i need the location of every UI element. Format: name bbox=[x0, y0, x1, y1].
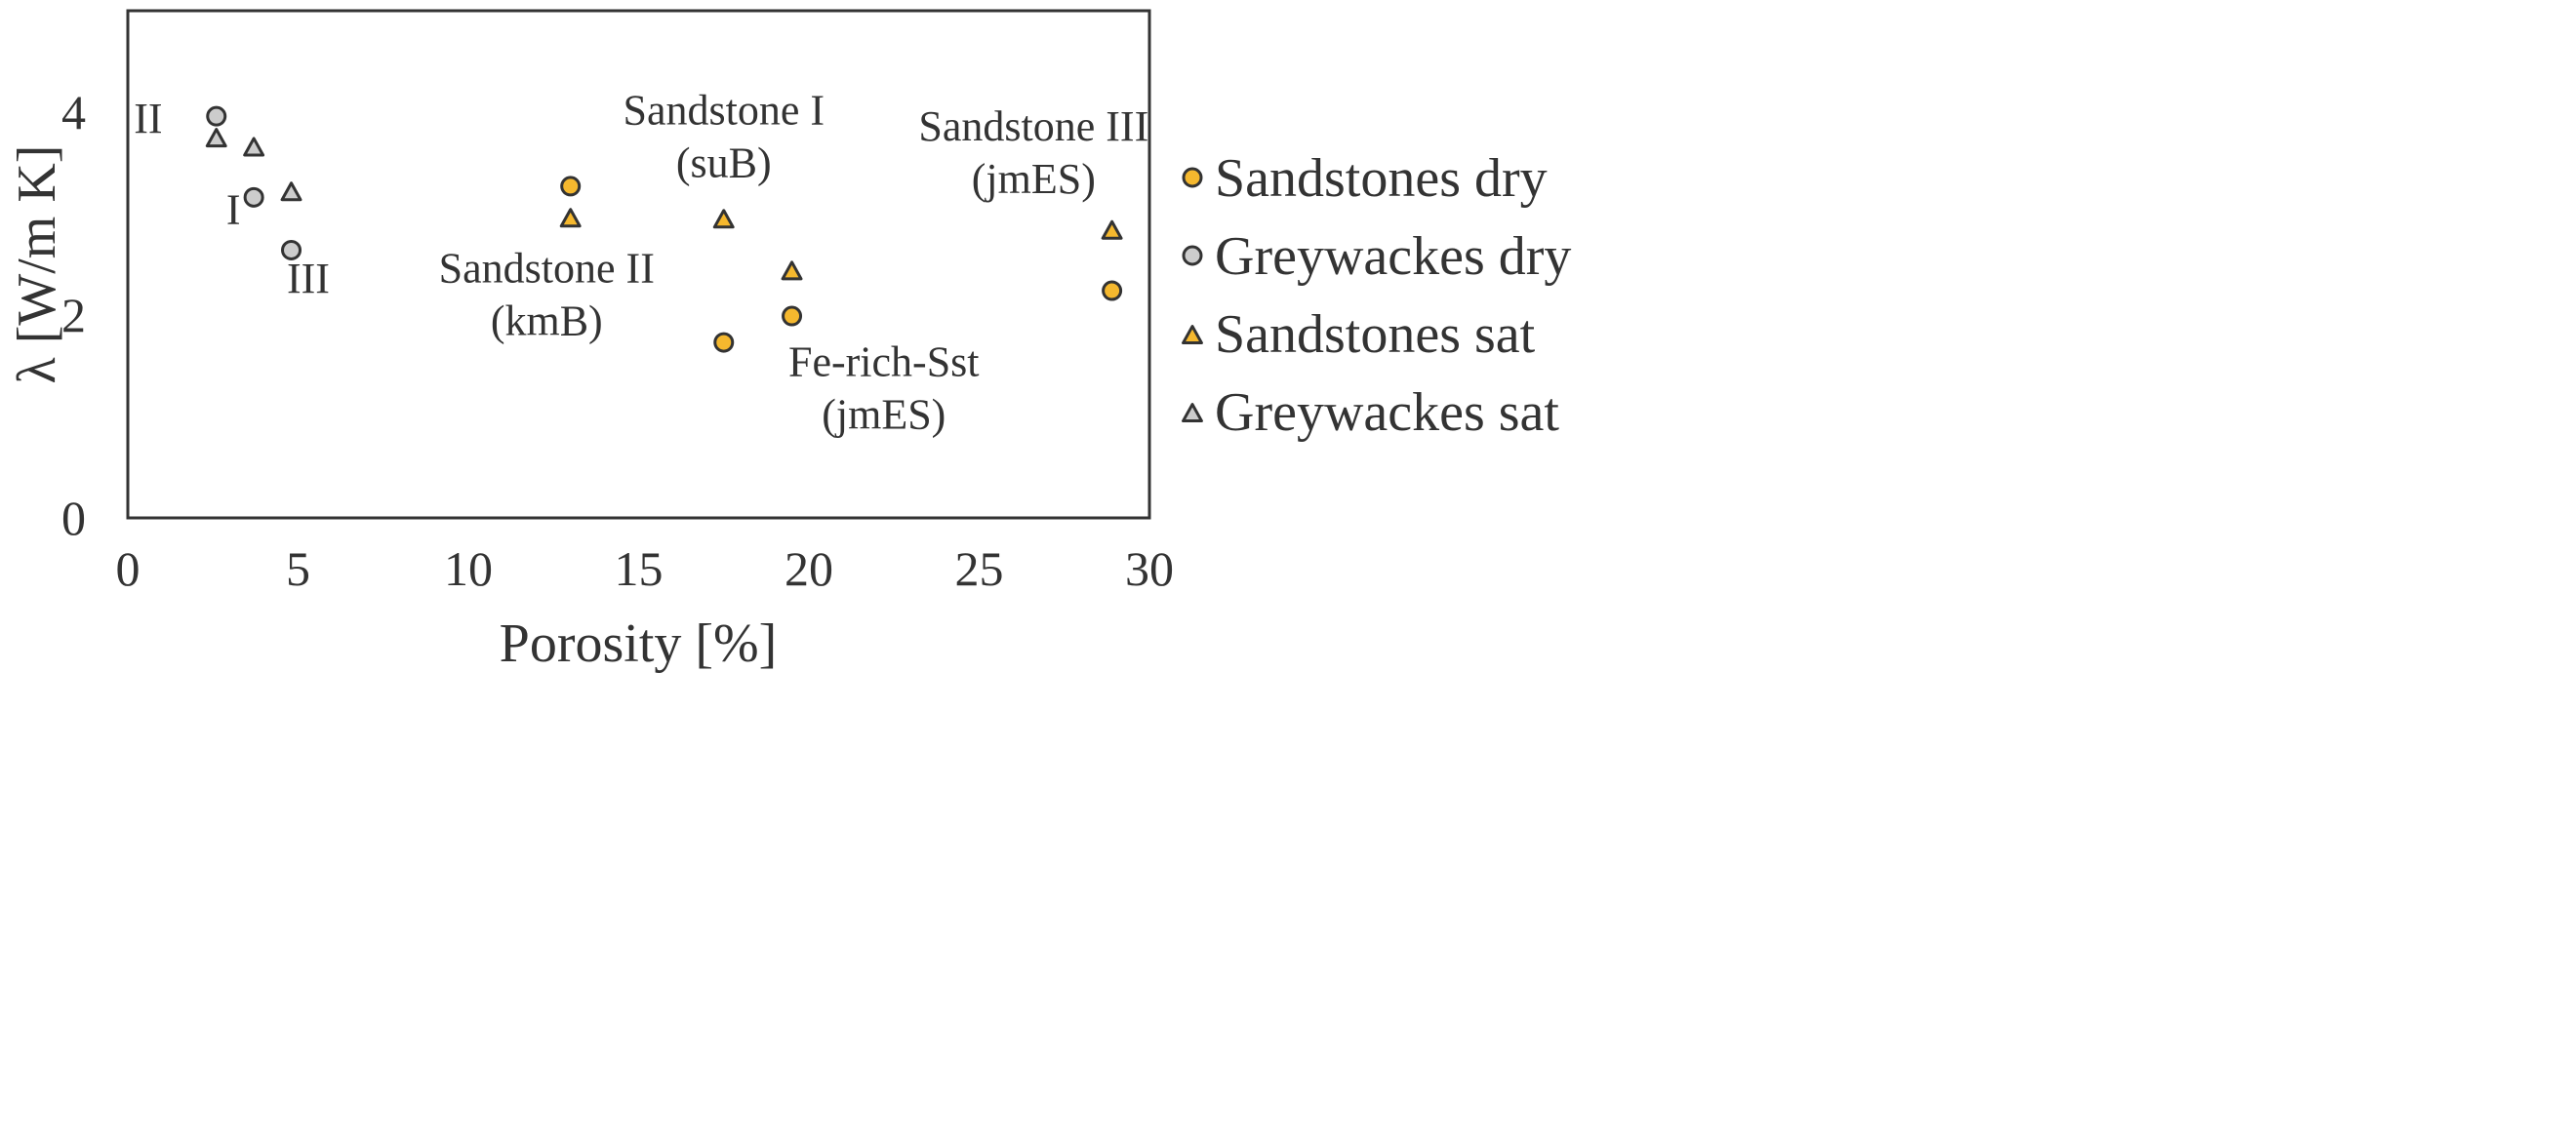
annotation-line: (kmB) bbox=[491, 297, 603, 345]
x-axis-title: Porosity [%] bbox=[500, 613, 778, 674]
annotation-label: I bbox=[226, 185, 241, 233]
annotation-line: Fe-rich-Sst bbox=[788, 337, 980, 385]
y-tick-label: 4 bbox=[61, 85, 86, 139]
legend-label-greywackes-sat: Greywackes sat bbox=[1215, 382, 1559, 443]
annotation-line: II bbox=[134, 95, 162, 142]
annotation-line: I bbox=[226, 185, 241, 233]
greywackes-dry-point bbox=[206, 105, 227, 127]
sandstones-dry-point bbox=[560, 176, 582, 197]
annotation-label: Sandstone I (suB) bbox=[623, 86, 825, 186]
annotation-line: (suB) bbox=[676, 138, 772, 186]
legend: Sandstones dry Greywackes dry Sandstones s… bbox=[1182, 148, 1571, 443]
greywackes-sat-point bbox=[205, 128, 227, 148]
x-tick-label: 15 bbox=[615, 541, 664, 596]
x-tick-label: 25 bbox=[955, 541, 1004, 596]
sandstones-dry-legend-marker bbox=[1182, 167, 1203, 188]
sandstones-dry-point bbox=[713, 332, 735, 353]
x-tick-label: 0 bbox=[116, 541, 141, 596]
sandstones-sat-point bbox=[1101, 219, 1123, 240]
data-points bbox=[205, 105, 1123, 353]
greywackes-sat-point bbox=[243, 137, 265, 157]
greywackes-dry-point bbox=[243, 186, 264, 208]
legend-label-greywackes-dry: Greywackes dry bbox=[1215, 226, 1571, 287]
greywackes-dry-point bbox=[281, 239, 302, 260]
x-tick-label: 5 bbox=[286, 541, 310, 596]
x-axis-ticks: 0 5 10 15 20 25 30 bbox=[116, 541, 1175, 596]
y-axis-title: λ [W/m K] bbox=[7, 145, 67, 384]
sandstones-sat-legend-marker bbox=[1182, 325, 1203, 345]
annotation-line: Sandstone III bbox=[918, 102, 1148, 150]
annotation-line: (jmES) bbox=[972, 155, 1096, 203]
sandstones-dry-point bbox=[782, 305, 803, 327]
annotation-label: III bbox=[287, 255, 330, 302]
y-axis-ticks: 0 2 4 bbox=[61, 85, 86, 545]
greywackes-sat-point bbox=[280, 181, 302, 202]
annotation-label: Sandstone II (kmB) bbox=[439, 245, 655, 345]
greywackes-sat-legend-marker bbox=[1182, 403, 1203, 423]
sandstones-sat-point bbox=[712, 209, 735, 229]
plot-area bbox=[126, 9, 1151, 520]
x-tick-label: 10 bbox=[444, 541, 493, 596]
legend-label-sandstones-sat: Sandstones sat bbox=[1215, 304, 1536, 365]
sandstones-sat-point bbox=[781, 260, 803, 281]
legend-label-sandstones-dry: Sandstones dry bbox=[1215, 148, 1548, 209]
y-tick-label: 2 bbox=[61, 288, 86, 342]
x-tick-label: 20 bbox=[785, 541, 833, 596]
annotation-line: (jmES) bbox=[822, 390, 946, 438]
annotation-label: Fe-rich-Sst (jmES) bbox=[788, 337, 980, 438]
y-tick-label: 0 bbox=[61, 491, 86, 545]
x-tick-label: 30 bbox=[1125, 541, 1174, 596]
sandstones-dry-point bbox=[1102, 280, 1123, 301]
annotation-line: Sandstone I bbox=[623, 86, 825, 134]
annotation-line: III bbox=[287, 255, 330, 302]
annotation-line: Sandstone II bbox=[439, 245, 655, 293]
annotation-label: II bbox=[134, 95, 162, 142]
sandstones-sat-point bbox=[559, 208, 582, 228]
greywackes-dry-legend-marker bbox=[1182, 245, 1203, 266]
annotation-label: Sandstone III (jmES) bbox=[918, 102, 1148, 203]
